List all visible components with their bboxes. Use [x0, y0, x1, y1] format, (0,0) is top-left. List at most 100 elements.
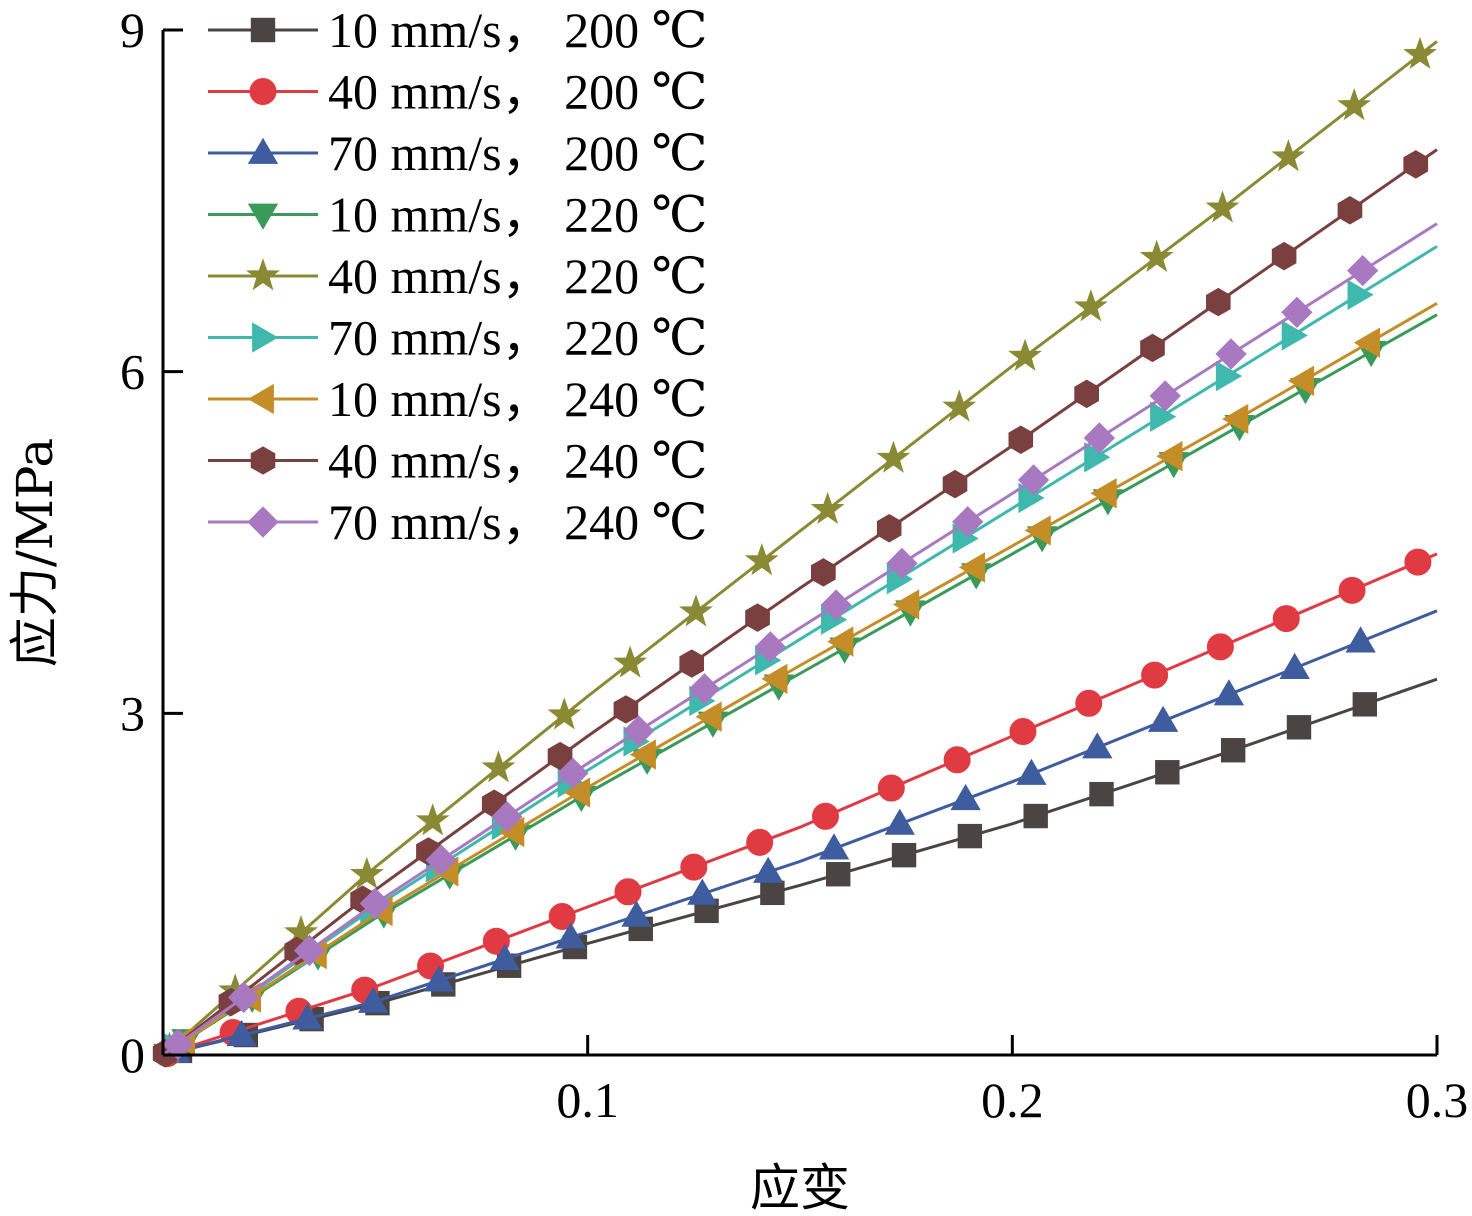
series-7 [162, 302, 1438, 1057]
legend-label: 10 mm/s， 200 ℃ [328, 2, 708, 58]
y-tick-label: 0 [120, 1027, 145, 1083]
series-6 [162, 245, 1438, 1063]
data-point [695, 701, 722, 732]
data-point [415, 803, 450, 836]
data-point [1083, 422, 1116, 454]
y-tick-label: 3 [120, 685, 145, 741]
data-point [614, 878, 642, 906]
data-point [1073, 289, 1108, 322]
data-point [1403, 150, 1429, 179]
data-point [1206, 633, 1234, 661]
legend-swatch-marker [247, 383, 274, 415]
legend-swatch-marker [249, 78, 277, 105]
data-point [1008, 338, 1042, 371]
data-point [425, 844, 457, 876]
data-point [349, 856, 384, 889]
data-point [547, 741, 573, 771]
legend-swatch-marker [246, 258, 280, 291]
legend-label: 10 mm/s， 240 ℃ [328, 371, 708, 427]
data-point [1139, 239, 1174, 272]
data-point [629, 739, 656, 770]
data-point [1286, 715, 1312, 740]
data-point [358, 986, 389, 1013]
data-point [957, 823, 983, 849]
data-point [1272, 605, 1300, 633]
data-point [811, 558, 836, 587]
data-point [162, 1028, 194, 1061]
data-point [1024, 515, 1051, 546]
data-point [1023, 803, 1048, 829]
data-point [359, 887, 392, 920]
data-point [1222, 403, 1249, 435]
data-point [1016, 758, 1047, 785]
data-point [943, 746, 971, 774]
data-point [621, 900, 652, 927]
data-point [876, 440, 911, 473]
data-point [1337, 87, 1372, 121]
data-point [688, 673, 721, 705]
plot-area [152, 36, 1438, 1068]
data-point [1089, 781, 1114, 807]
series-9 [162, 222, 1438, 1061]
data-point [293, 934, 326, 967]
data-point [1205, 190, 1240, 223]
legend-label: 70 mm/s， 240 ℃ [328, 494, 708, 550]
data-point [1271, 139, 1306, 172]
data-point [680, 853, 708, 881]
data-point [1338, 576, 1366, 604]
data-point [761, 663, 788, 695]
data-point [555, 922, 586, 949]
data-point [950, 783, 981, 811]
data-point [1271, 241, 1297, 271]
legend-swatch-marker [247, 137, 279, 164]
data-point [1074, 379, 1099, 409]
x-tick-label: 0.3 [1406, 1072, 1469, 1128]
data-point [622, 715, 655, 747]
legend-item: 10 mm/s， 200 ℃ [208, 2, 708, 58]
data-point [1206, 287, 1231, 317]
data-point [1215, 338, 1247, 370]
data-point [489, 943, 521, 970]
data-point [942, 469, 968, 499]
series-3 [160, 609, 1438, 1063]
data-point [679, 594, 713, 627]
legend-label: 70 mm/s， 200 ℃ [328, 125, 708, 181]
data-point [1156, 441, 1183, 472]
y-axis-title: 应力/MPa [6, 438, 64, 667]
legend-item: 70 mm/s， 240 ℃ [208, 494, 708, 550]
data-point [827, 626, 854, 657]
data-point [1149, 380, 1181, 412]
data-point [292, 1003, 323, 1030]
data-point [1281, 296, 1313, 329]
data-point [1090, 478, 1117, 509]
series-line [162, 677, 1438, 1057]
data-point [744, 543, 779, 576]
data-point [1155, 760, 1180, 785]
legend-item: 10 mm/s， 220 ℃ [208, 187, 708, 243]
legend-swatch-marker [250, 17, 276, 43]
data-point [1215, 360, 1243, 392]
data-point [893, 589, 920, 620]
series-5 [152, 36, 1438, 1064]
data-point [1220, 738, 1246, 763]
ticks: 0.1 0.2 0.3 0 3 6 9 [120, 2, 1468, 1128]
legend-label: 40 mm/s， 200 ℃ [328, 64, 708, 120]
data-point [876, 514, 902, 543]
data-point [1345, 626, 1376, 653]
data-point [1346, 254, 1379, 287]
y-tick-label: 6 [120, 344, 145, 400]
data-point [1008, 425, 1034, 454]
data-point [1281, 320, 1308, 351]
data-point [826, 862, 851, 887]
data-point [818, 833, 850, 860]
data-point [1404, 548, 1432, 576]
data-point [760, 880, 785, 906]
data-point [884, 808, 915, 835]
legend-label: 40 mm/s， 220 ℃ [328, 248, 708, 304]
legend-swatch-marker [250, 446, 276, 475]
legend-swatch-marker [247, 203, 279, 230]
data-point [481, 750, 516, 783]
data-point [877, 774, 905, 802]
data-point [1140, 333, 1165, 363]
